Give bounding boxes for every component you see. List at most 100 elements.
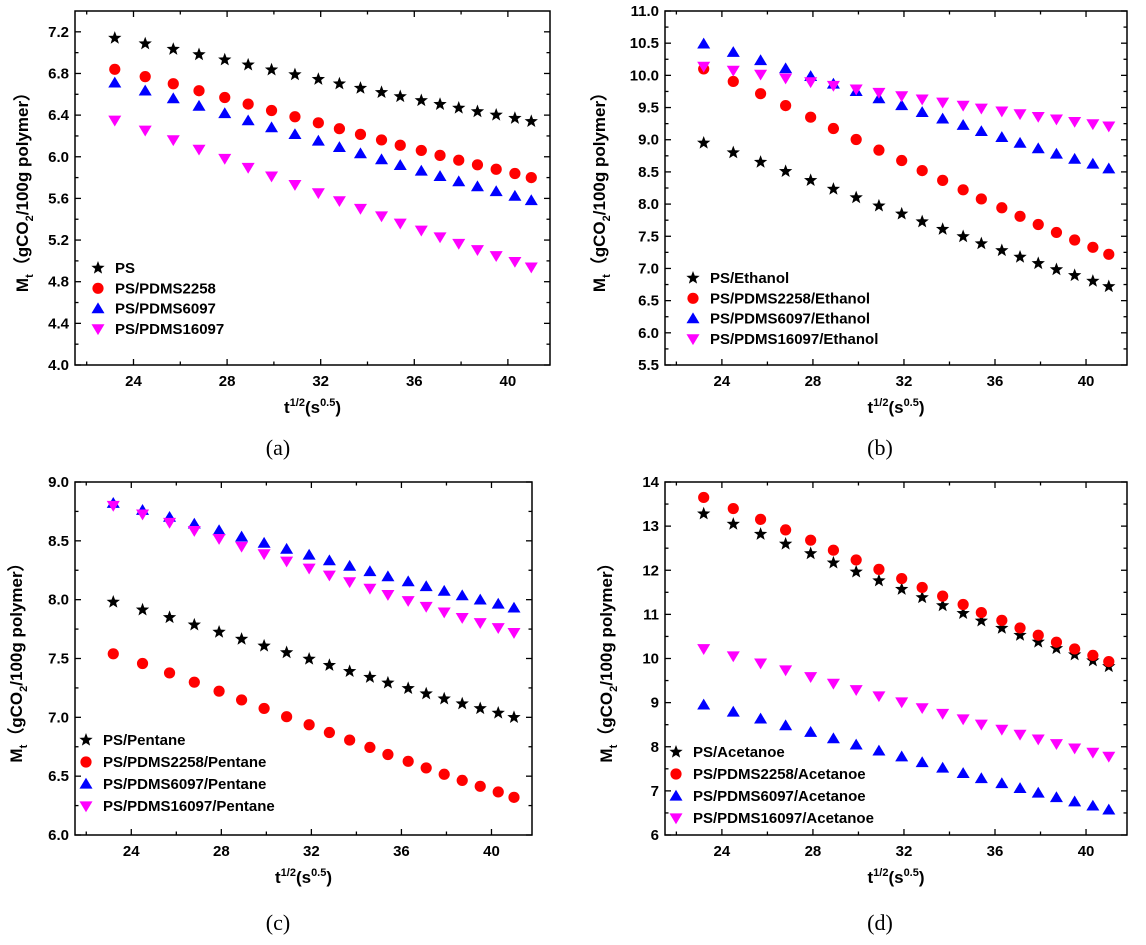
x-tick-label: 32 [896,373,913,390]
data-point [974,236,988,250]
x-tick-label: 28 [213,843,230,860]
x-tick-label: 24 [714,373,731,390]
data-point [489,185,503,197]
y-tick-label: 8 [651,739,659,756]
data-point [433,232,447,244]
legend-marker [686,334,700,346]
x-tick-label: 32 [312,373,329,390]
data-point [895,91,909,103]
data-point [108,76,122,88]
data-point [850,133,862,146]
x-tick-label: 36 [987,373,1004,390]
data-point [1103,248,1115,260]
data-point [265,171,279,183]
data-point [726,517,740,530]
data-point [188,676,200,688]
legend-entry: PS/PDMS6097 [115,301,216,318]
data-point [235,530,249,542]
data-point [166,92,180,104]
legend-marker [91,261,105,274]
legend-entry: PS [115,260,135,277]
data-point [354,128,367,140]
data-point [419,580,433,592]
y-tick-label: 12 [642,562,659,579]
data-point [804,672,818,684]
data-point [452,238,466,250]
data-point [433,170,447,182]
data-point [212,524,226,536]
data-point [996,202,1008,214]
data-point [778,536,793,550]
series-0 [697,135,1116,293]
y-tick-label: 10.0 [630,67,659,84]
data-point [1103,655,1115,668]
data-point [956,767,970,778]
series-0 [108,31,538,128]
data-point [312,117,324,129]
data-point [957,598,969,611]
data-point [956,714,970,726]
y-tick-label: 9.0 [48,474,69,491]
data-point [470,180,484,192]
x-tick-label: 28 [805,373,822,390]
data-point [470,104,485,118]
y-axis-label: Mt（gCO2/100g polymer） [589,84,613,292]
data-point [1086,747,1100,759]
data-point [995,131,1009,143]
data-point [332,141,346,153]
data-point [995,243,1009,257]
legend-marker [91,324,105,336]
data-point [975,606,987,619]
data-point [311,134,325,146]
data-point [896,154,908,167]
data-point [1087,241,1099,253]
legend-entry: PS/PDMS16097/Pentane [103,798,275,815]
data-point [937,590,949,602]
data-point [826,555,841,569]
data-point [414,164,428,176]
data-point [754,88,767,100]
data-point [1049,739,1063,750]
data-point [524,194,538,206]
legend-entry: PS/PDMS16097 [115,321,224,338]
data-point [265,104,278,117]
data-point [108,31,122,44]
data-point [805,111,817,123]
data-point [419,601,433,613]
data-point [109,63,121,75]
y-tick-label: 10.5 [630,35,659,52]
legend-entry: PS/PDMS2258/Acetanoe [693,766,866,783]
x-axis-label: t1/2(s0.5) [867,397,924,417]
x-axis-label: t1/2(s0.5) [867,867,924,887]
data-point [303,719,315,731]
data-point [754,69,768,81]
data-point [936,598,950,612]
data-point [726,651,740,663]
data-point [381,675,395,689]
data-point [974,103,988,115]
data-point [507,710,521,723]
data-point [136,657,149,670]
data-point [1031,111,1045,123]
y-tick-label: 7 [651,783,659,800]
data-point [508,189,522,201]
series-3 [697,644,1116,763]
data-point [754,513,767,525]
data-point [1049,147,1063,159]
data-point [363,583,377,595]
data-point [393,218,407,230]
data-point [1086,157,1100,169]
data-point [1013,250,1027,263]
data-point [218,153,232,165]
legend-entry: PS/Ethanol [710,270,789,287]
data-point [241,57,255,71]
legend-marker [80,756,92,768]
data-point [872,87,886,99]
legend-marker [79,777,93,789]
data-point [1031,634,1045,648]
data-point [996,614,1008,626]
data-point [332,196,346,208]
data-point [138,125,152,137]
data-point [727,75,739,88]
data-point [895,697,909,709]
